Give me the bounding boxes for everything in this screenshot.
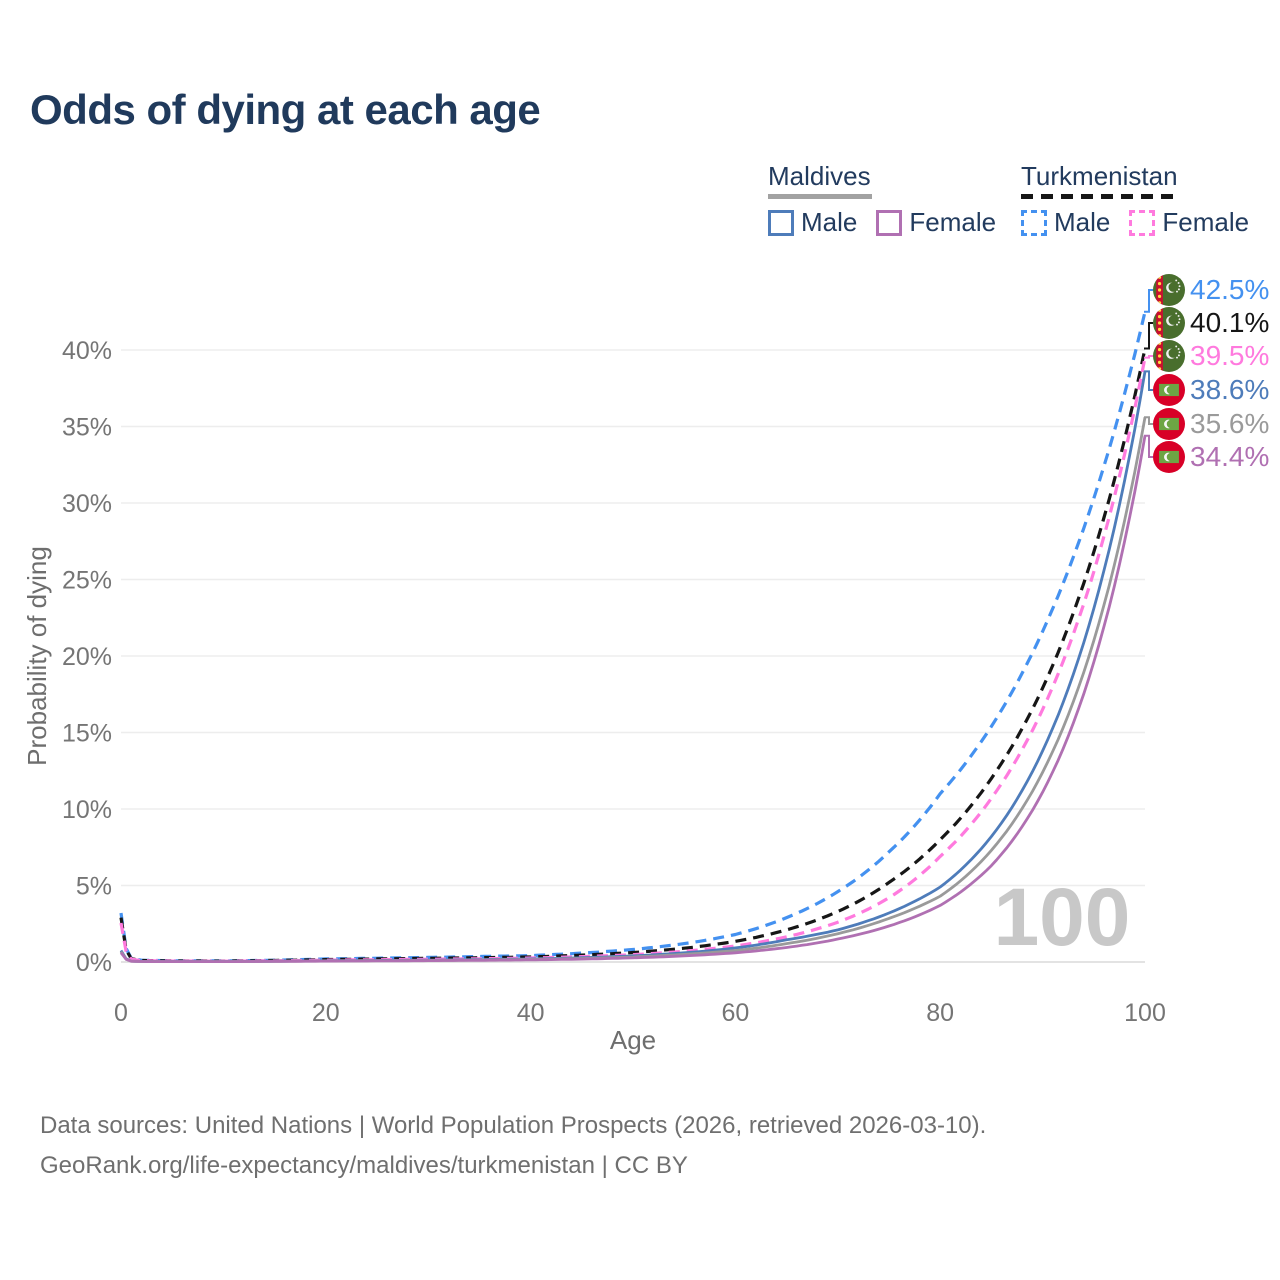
legend-label-maldives-female[interactable]: Female — [909, 207, 997, 237]
legend-group-turkmenistan: Turkmenistan Male Female — [1021, 161, 1268, 238]
y-tick-label: 25% — [62, 567, 112, 595]
y-tick-label: 10% — [62, 796, 112, 824]
end-connector-turkmenistan-female — [1144, 355, 1153, 359]
x-tick-label: 0 — [114, 999, 128, 1027]
y-tick-label: 40% — [62, 337, 112, 365]
x-tick-label: 20 — [312, 999, 340, 1027]
turkmenistan-male-checkbox[interactable] — [1021, 209, 1047, 236]
y-tick-label: 0% — [76, 949, 112, 977]
end-value-label-turkmenistan-both: 40.1% — [1190, 307, 1269, 338]
end-value-label-maldives-both: 35.6% — [1190, 408, 1269, 439]
x-tick-label: 100 — [1124, 999, 1166, 1027]
end-connector-maldives-male — [1144, 370, 1153, 391]
legend-label-turkmenistan-female[interactable]: Female — [1162, 207, 1250, 237]
maldives-flag-icon — [1153, 408, 1185, 440]
series-line-maldives-both — [119, 417, 1147, 963]
turkmenistan-flag-icon — [1153, 340, 1185, 372]
y-tick-label: 15% — [62, 720, 112, 748]
legend-item-turkmenistan-female[interactable]: Female — [1129, 207, 1249, 238]
end-value-label-turkmenistan-male: 42.5% — [1190, 274, 1269, 305]
y-tick-label: 5% — [76, 873, 112, 901]
end-connector-turkmenistan-both — [1144, 322, 1153, 350]
y-axis-title: Probability of dying — [22, 546, 52, 766]
maldives-male-checkbox[interactable] — [768, 209, 794, 236]
maldives-flag-icon — [1153, 441, 1185, 473]
series-line-turkmenistan-both — [119, 348, 1147, 963]
legend-country-turkmenistan[interactable]: Turkmenistan — [1021, 161, 1178, 191]
page-title: Odds of dying at each age — [30, 86, 541, 133]
attribution-line: GeoRank.org/life-expectancy/maldives/tur… — [40, 1152, 688, 1179]
end-value-label-maldives-male: 38.6% — [1190, 374, 1269, 405]
x-axis-title: Age — [610, 1025, 656, 1055]
maldives-female-checkbox[interactable] — [876, 209, 903, 236]
legend-country-maldives[interactable]: Maldives — [768, 161, 871, 191]
y-tick-label: 35% — [62, 414, 112, 442]
y-tick-label: 20% — [62, 643, 112, 671]
end-connector-maldives-both — [1144, 416, 1153, 425]
end-value-label-turkmenistan-female: 39.5% — [1190, 340, 1269, 371]
x-tick-label: 40 — [517, 999, 545, 1027]
legend-group-maldives: Maldives Male Female — [768, 161, 1015, 238]
legend-label-turkmenistan-male[interactable]: Male — [1054, 207, 1111, 237]
series-line-maldives-female — [119, 435, 1147, 963]
legend-label-maldives-male[interactable]: Male — [801, 207, 858, 237]
end-connector-maldives-female — [1144, 434, 1153, 458]
legend-item-maldives-male[interactable]: Male — [768, 207, 857, 238]
maldives-flag-icon — [1153, 374, 1185, 406]
data-sources-line: Data sources: United Nations | World Pop… — [40, 1112, 987, 1139]
turkmenistan-female-checkbox[interactable] — [1129, 209, 1156, 236]
chart-footer: Data sources: United Nations | World Pop… — [40, 1106, 986, 1186]
x-tick-label: 80 — [926, 999, 954, 1027]
series-line-maldives-male — [119, 371, 1147, 963]
turkmenistan-flag-icon — [1153, 307, 1185, 339]
x-tick-label: 60 — [721, 999, 749, 1027]
y-tick-label: 30% — [62, 490, 112, 518]
maldives-line-swatch — [768, 194, 872, 199]
end-value-label-maldives-female: 34.4% — [1190, 441, 1269, 472]
turkmenistan-line-swatch — [1021, 194, 1178, 199]
series-line-turkmenistan-female — [119, 357, 1147, 963]
age-watermark: 100 — [994, 872, 1131, 963]
legend-item-maldives-female[interactable]: Female — [876, 207, 996, 238]
legend-item-turkmenistan-male[interactable]: Male — [1021, 207, 1110, 238]
turkmenistan-flag-icon — [1153, 274, 1185, 306]
end-connector-turkmenistan-male — [1144, 289, 1153, 313]
